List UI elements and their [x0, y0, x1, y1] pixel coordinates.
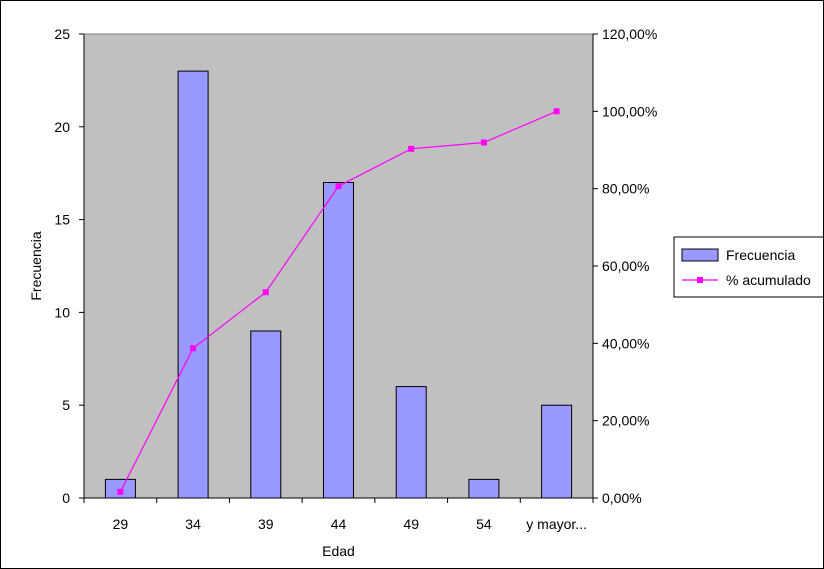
- bar-39: [250, 330, 282, 499]
- cumulative-marker: [262, 289, 269, 296]
- right-tick-label: 120,00%: [602, 26, 657, 42]
- x-tick-label: y mayor...: [526, 516, 587, 532]
- bar-29: [104, 478, 136, 499]
- bar-y-mayor-: [541, 404, 573, 499]
- left-tick-label: 25: [54, 26, 70, 42]
- legend-label-frecuencia: Frecuencia: [726, 247, 795, 263]
- bar-54: [468, 478, 500, 499]
- bar-series: [104, 70, 573, 499]
- bar-34: [177, 70, 209, 499]
- left-tick-label: 20: [54, 119, 70, 135]
- x-tick-label: 54: [476, 516, 492, 532]
- legend-swatch-marker: [697, 277, 703, 283]
- cumulative-marker: [408, 145, 415, 152]
- left-tick-label: 10: [54, 304, 70, 320]
- cumulative-marker: [480, 139, 487, 146]
- line-series: [117, 108, 560, 495]
- legend-label-acumulado: % acumulado: [726, 272, 811, 288]
- x-tick-label: 39: [258, 516, 274, 532]
- x-tick-label: 44: [331, 516, 347, 532]
- right-tick-label: 40,00%: [602, 335, 649, 351]
- legend-swatch-bar: [681, 248, 719, 262]
- bar-44: [323, 182, 354, 499]
- right-tick-label: 60,00%: [602, 258, 649, 274]
- cumulative-marker: [335, 183, 342, 190]
- bar-49: [395, 386, 427, 499]
- x-axis-title: Edad: [322, 543, 355, 559]
- y-axis-title: Frecuencia: [28, 231, 44, 300]
- left-tick-label: 5: [62, 397, 70, 413]
- cumulative-marker: [190, 345, 197, 352]
- axes: 0 5 10 15 20 25 0,00% 20,00% 40,00% 60,00% 80,00% 1…: [54, 26, 657, 532]
- legend-box: [673, 236, 823, 298]
- legend: Frecuencia % acumulado: [673, 236, 823, 298]
- left-tick-label: 15: [54, 212, 70, 228]
- cumulative-marker: [117, 488, 124, 495]
- right-tick-label: 80,00%: [602, 181, 649, 197]
- right-tick-label: 100,00%: [602, 103, 657, 119]
- right-tick-label: 0,00%: [602, 490, 642, 506]
- left-tick-label: 0: [62, 490, 70, 506]
- x-tick-label: 29: [113, 516, 129, 532]
- right-tick-label: 20,00%: [602, 413, 649, 429]
- x-tick-label: 49: [403, 516, 419, 532]
- cumulative-marker: [553, 108, 560, 115]
- x-tick-label: 34: [185, 516, 201, 532]
